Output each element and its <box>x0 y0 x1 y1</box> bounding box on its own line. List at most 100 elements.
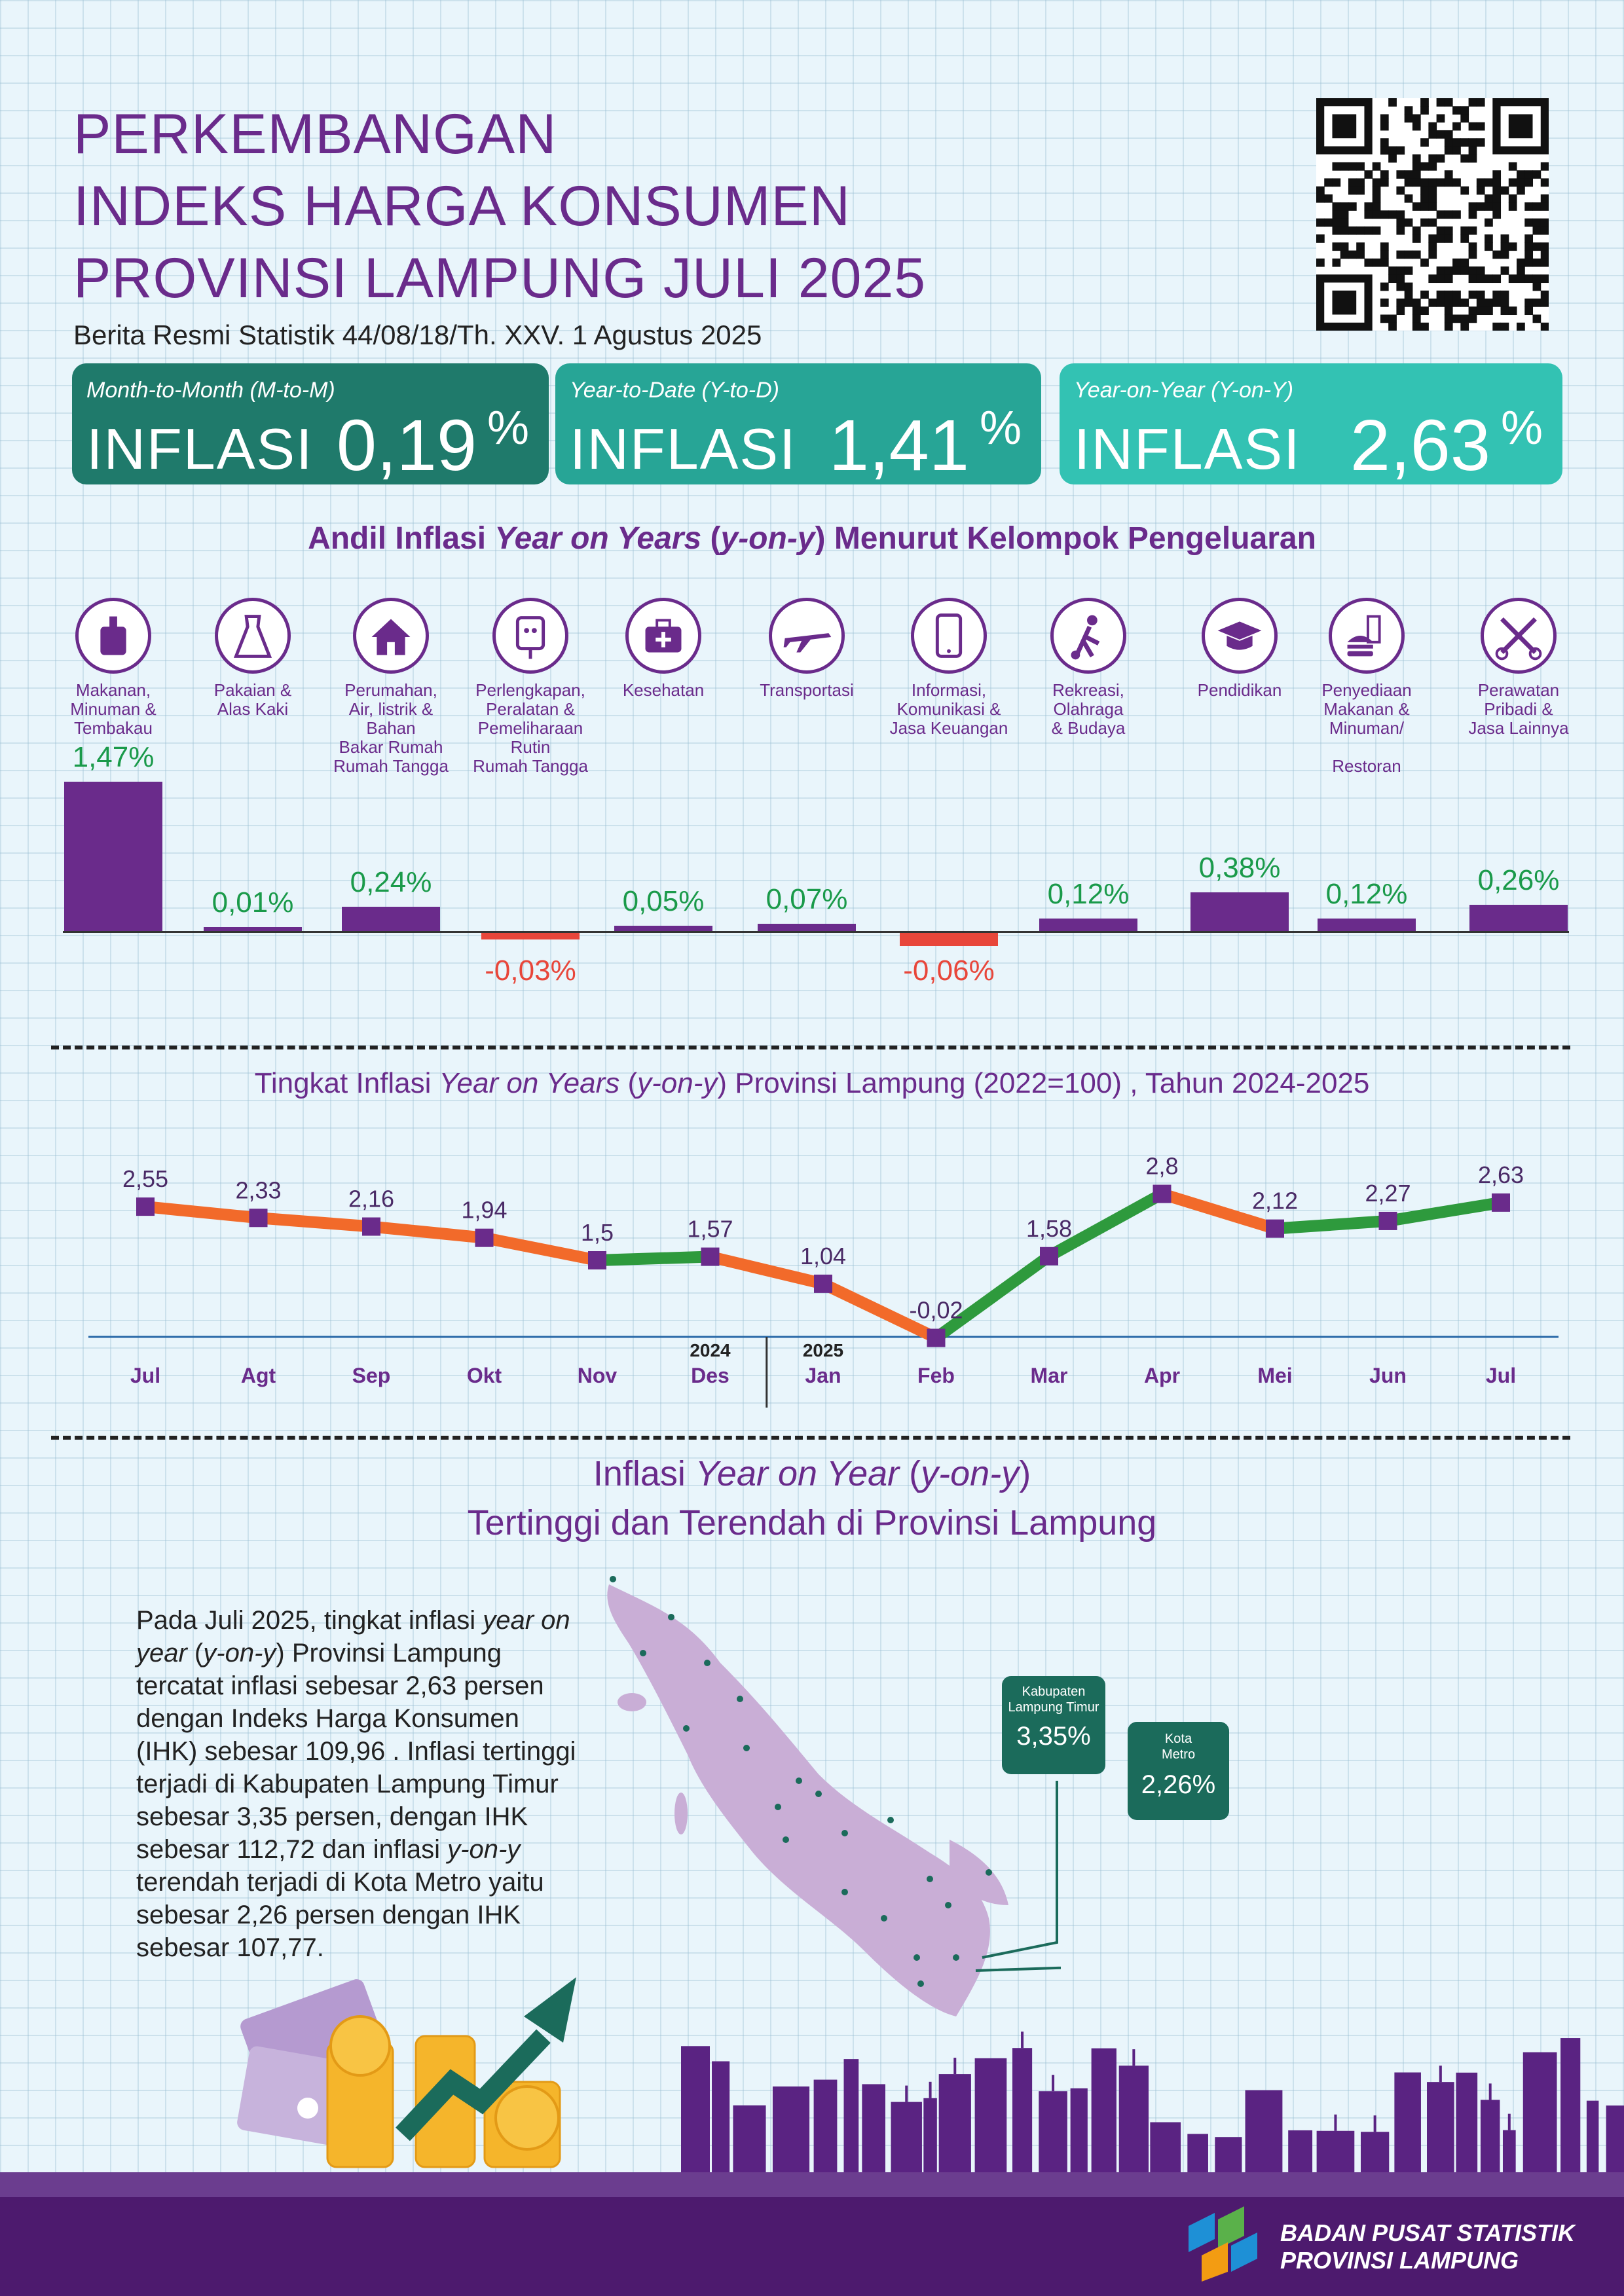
line-segment <box>821 1278 939 1343</box>
year-label: 2024 <box>690 1340 731 1360</box>
line-point <box>927 1328 946 1347</box>
callout-kota-metro: Kota Metro 2,26% <box>1128 1722 1229 1820</box>
line-point <box>701 1247 720 1266</box>
point-label: 2,12 <box>1252 1188 1298 1214</box>
line-point <box>475 1228 494 1247</box>
divider-2 <box>51 1436 1570 1440</box>
footer: BADAN PUSAT STATISTIK PROVINSI LAMPUNG <box>0 2172 1624 2296</box>
point-label: 2,27 <box>1365 1180 1411 1207</box>
line-point <box>136 1197 155 1216</box>
footer-stripe <box>0 2172 1624 2197</box>
bar-value-label: 0,12% <box>1047 878 1130 911</box>
bar-value-label: 1,47% <box>72 741 155 774</box>
category-label: Kesehatan <box>622 680 705 700</box>
qr-code-icon <box>1316 98 1549 331</box>
x-tick-label: Jun <box>1369 1364 1407 1387</box>
point-label: 2,55 <box>122 1165 168 1192</box>
paragraph-part: ( <box>187 1639 204 1667</box>
section2-title-em2: y-on-y <box>637 1067 718 1099</box>
line-segment <box>145 1201 259 1224</box>
medical-bag-icon <box>625 598 701 674</box>
bar <box>758 924 856 931</box>
point-label: 2,8 <box>1145 1153 1178 1180</box>
inflation-card: Month-to-Month (M-to-M) INFLASI 0,19% <box>72 363 549 486</box>
point-label: 1,58 <box>1026 1215 1072 1242</box>
section1-title-text2: ( <box>701 521 721 556</box>
city-skyline-icon <box>681 2032 1624 2174</box>
bar-value-label: 0,07% <box>766 883 848 916</box>
title-line-2: INDEKS HARGA KONSUMEN <box>73 175 851 238</box>
bar <box>1318 919 1416 931</box>
section1-title-em2: y-on-y <box>720 521 815 556</box>
bps-logo-icon <box>1189 2206 1257 2282</box>
card-word: INFLASI <box>570 416 797 481</box>
callout-lampung-timur: Kabupaten Lampung Timur 3,35% <box>1002 1676 1105 1774</box>
footer-org-2: PROVINSI LAMPUNG <box>1280 2247 1519 2274</box>
line-point <box>249 1209 268 1228</box>
bar-value-label: 0,05% <box>622 885 705 918</box>
section2-title-text: Tingkat Inflasi <box>254 1067 439 1099</box>
paragraph-part: terendah terjadi di Kota Metro yaitu seb… <box>136 1868 544 1962</box>
bar <box>900 932 998 946</box>
bar-axis <box>63 931 1569 933</box>
x-tick-label: Nov <box>578 1364 618 1387</box>
x-tick-label: Des <box>691 1364 729 1387</box>
category-label: Transportasi <box>760 680 854 700</box>
bar-value-label: 0,01% <box>212 886 294 919</box>
title-line-3: PROVINSI LAMPUNG JULI 2025 <box>73 247 927 310</box>
section1-title: Andil Inflasi Year on Years (y-on-y) Men… <box>0 520 1624 556</box>
paragraph-part: year on year <box>136 1606 570 1667</box>
bar-value-label: 0,38% <box>1198 852 1281 884</box>
inflation-line-chart: 2,55 Jul 2,33 Agt 2,16 Sep 1,94 Okt 1,5 Nov 1,57 De… <box>88 1153 1559 1408</box>
category-label: Makanan, Minuman & Tembakau <box>70 680 157 738</box>
category-label: Pendidikan <box>1197 680 1282 700</box>
line-point <box>1492 1193 1510 1212</box>
subtitle: Berita Resmi Statistik 44/08/18/Th. XXV.… <box>73 319 762 350</box>
point-label: 2,16 <box>348 1186 394 1212</box>
card-value: 0,19 <box>336 405 477 486</box>
x-tick-label: Apr <box>1144 1364 1180 1387</box>
burger-drink-icon <box>1329 598 1405 674</box>
bar <box>1469 904 1568 931</box>
point-label: -0,02 <box>909 1297 963 1324</box>
section1-title-text: Andil Inflasi <box>308 521 495 556</box>
card-value: 1,41 <box>828 405 969 486</box>
point-label: 1,04 <box>800 1243 846 1269</box>
line-point <box>1040 1247 1058 1266</box>
bar <box>64 782 162 931</box>
x-tick-label: Agt <box>241 1364 276 1387</box>
x-tick-label: Sep <box>352 1364 391 1387</box>
bar <box>342 906 440 931</box>
point-label: 2,63 <box>1478 1161 1524 1188</box>
footer-org-1: BADAN PUSAT STATISTIK <box>1280 2219 1575 2246</box>
summary-paragraph: Pada Juli 2025, tingkat inflasi year on … <box>136 1604 581 1964</box>
paragraph-part: ) Provinsi Lampung tercatat inflasi sebe… <box>136 1639 576 1864</box>
category-label: Penyediaan Makanan & Minuman/ Restoran <box>1321 680 1412 776</box>
bar <box>204 927 302 931</box>
x-tick-label: Feb <box>917 1364 955 1387</box>
paragraph-part: y-on-y <box>447 1835 521 1864</box>
title-line-1: PERKEMBANGAN <box>73 103 557 166</box>
bar <box>481 932 580 939</box>
callout-value: 3,35% <box>1016 1722 1091 1751</box>
bar-value-label: -0,06% <box>903 955 995 987</box>
category-label: Perumahan, Air, listrik & Bahan Bakar Ru… <box>333 680 449 776</box>
x-tick-label: Okt <box>467 1364 502 1387</box>
paragraph-part: Pada Juli 2025, tingkat inflasi <box>136 1606 483 1635</box>
bar-value-label: -0,03% <box>485 955 576 987</box>
line-segment <box>709 1250 825 1290</box>
qr-code[interactable] <box>1316 98 1549 331</box>
line-point <box>362 1217 380 1236</box>
inflation-card: Year-to-Date (Y-to-D) INFLASI 1,41% <box>555 363 1041 486</box>
line-point <box>1266 1219 1284 1238</box>
callout-value: 2,26% <box>1141 1770 1216 1799</box>
section3-title-1: Inflasi Year on Year (y-on-y) <box>0 1453 1624 1494</box>
bar <box>1039 919 1137 931</box>
point-label: 1,5 <box>581 1219 614 1246</box>
line-segment <box>597 1250 710 1266</box>
line-point <box>1153 1184 1172 1203</box>
card-unit: % <box>1500 402 1543 454</box>
card-value: 2,63 <box>1350 405 1490 486</box>
airplane-icon <box>769 598 845 674</box>
line-segment <box>1274 1214 1389 1235</box>
